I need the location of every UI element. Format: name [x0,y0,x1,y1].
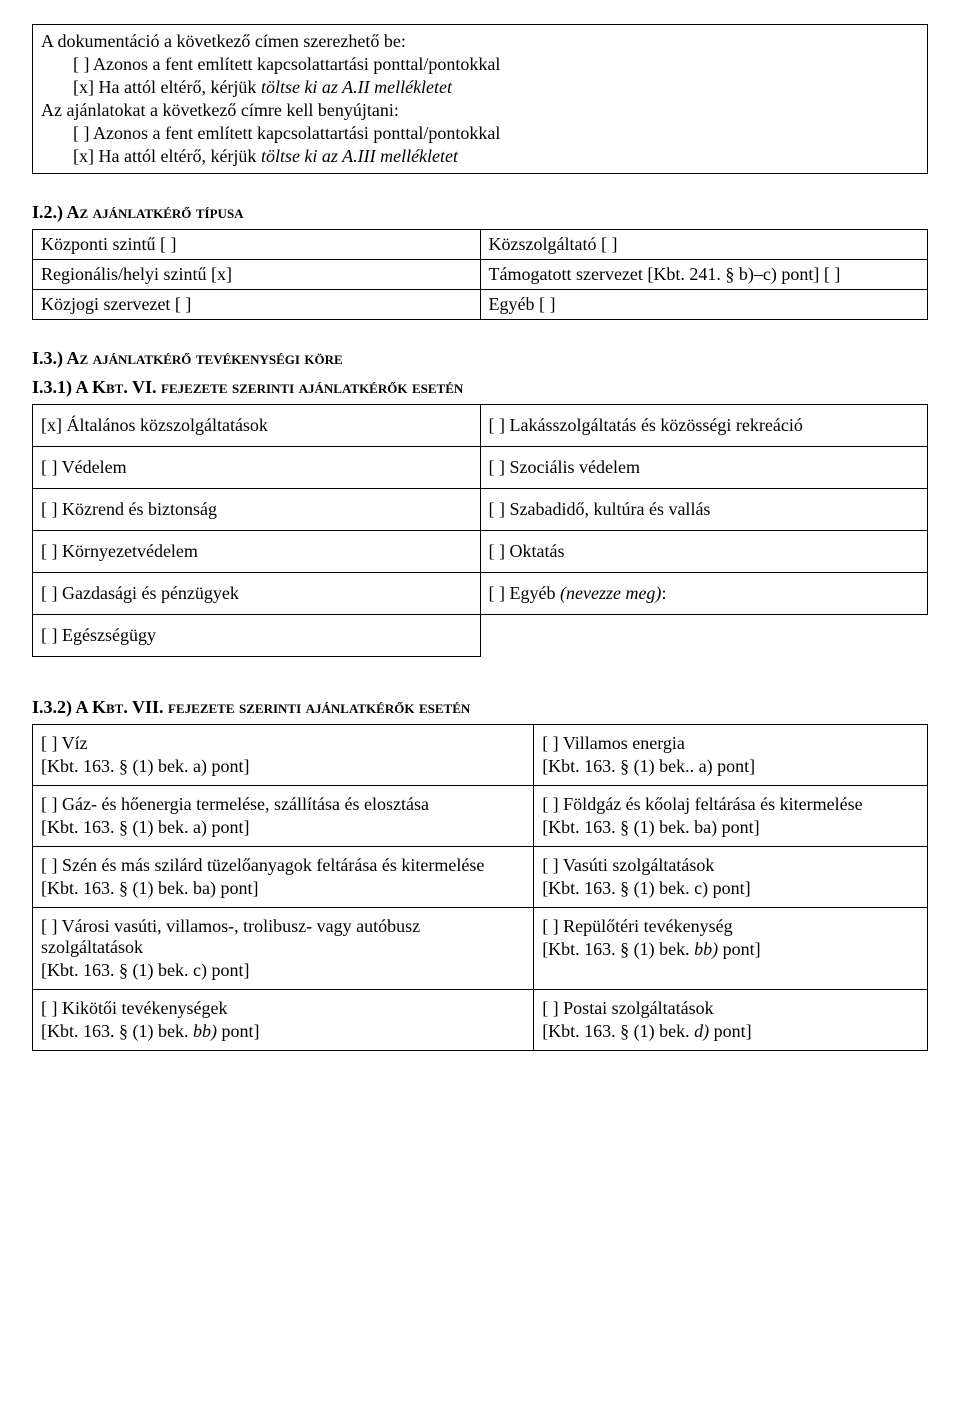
gaz-ref: [Kbt. 163. § (1) bek. a) pont] [41,817,525,838]
doc-opt4-prefix: [x] Ha attól eltérő, kérjük [73,146,261,166]
doc-line1: A dokumentáció a következő címen szerezh… [41,31,919,52]
cell-kozjogi: Közjogi szervezet [ ] [33,290,481,320]
cell-viz: [ ] Víz [Kbt. 163. § (1) bek. a) pont] [33,725,534,786]
repuloter-ref-prefix: [Kbt. 163. § (1) bek. [542,939,694,959]
table-row: [ ] Közrend és biztonság [ ] Szabadidő, … [33,489,928,531]
cell-foldgaz: [ ] Földgáz és kőolaj feltárása és kiter… [534,786,928,847]
cell-szabadido: [ ] Szabadidő, kultúra és vallás [480,489,928,531]
repuloter-ref: [Kbt. 163. § (1) bek. bb) pont] [542,939,919,960]
foldgaz-label: [ ] Földgáz és kőolaj feltárása és kiter… [542,794,919,815]
cell-repuloter: [ ] Repülőtéri tevékenység [Kbt. 163. § … [534,908,928,990]
doc-opt1: [ ] Azonos a fent említett kapcsolattart… [41,54,919,75]
table-row: [ ] Környezetvédelem [ ] Oktatás [33,531,928,573]
cell-egeszsegugy: [ ] Egészségügy [33,615,481,657]
documentation-address-box: A dokumentáció a következő címen szerezh… [32,24,928,174]
table-row: [ ] Gazdasági és pénzügyek [ ] Egyéb (ne… [33,573,928,615]
heading-i3: I.3.) Az ajánlatkérő tevékenységi köre [32,348,928,369]
varosi-ref: [Kbt. 163. § (1) bek. c) pont] [41,960,525,981]
cell-kikotoi: [ ] Kikötői tevékenységek [Kbt. 163. § (… [33,990,534,1051]
cell-egyeb-suffix: : [661,583,666,603]
cell-egyeb-prefix: [ ] Egyéb [489,583,560,603]
cell-egyeb-nevezze: [ ] Egyéb (nevezze meg): [480,573,928,615]
cell-tamogatott: Támogatott szervezet [Kbt. 241. § b)–c) … [480,260,928,290]
cell-egyeb: Egyéb [ ] [480,290,928,320]
cell-szen: [ ] Szén és más szilárd tüzelőanyagok fe… [33,847,534,908]
cell-kozponti: Központi szintű [ ] [33,230,481,260]
doc-opt2-italic: töltse ki az A.II mellékletet [261,77,452,97]
table-row: [ ] Egészségügy [33,615,928,657]
cell-postai: [ ] Postai szolgáltatások [Kbt. 163. § (… [534,990,928,1051]
table-row: [ ] Kikötői tevékenységek [Kbt. 163. § (… [33,990,928,1051]
table-row: [x] Általános közszolgáltatások [ ] Laká… [33,405,928,447]
doc-opt2-prefix: [x] Ha attól eltérő, kérjük [73,77,261,97]
contracting-authority-type-table: Központi szintű [ ] Közszolgáltató [ ] R… [32,229,928,320]
cell-kozszolgaltato: Közszolgáltató [ ] [480,230,928,260]
cell-gazdasagi: [ ] Gazdasági és pénzügyek [33,573,481,615]
gaz-label: [ ] Gáz- és hőenergia termelése, szállít… [41,794,525,815]
table-row: Közjogi szervezet [ ] Egyéb [ ] [33,290,928,320]
varosi-label: [ ] Városi vasúti, villamos-, trolibusz-… [41,916,525,958]
heading-i31: I.3.1) A Kbt. VI. fejezete szerinti aján… [32,377,928,398]
cell-szocialis: [ ] Szociális védelem [480,447,928,489]
cell-vedelem: [ ] Védelem [33,447,481,489]
doc-opt4: [x] Ha attól eltérő, kérjük töltse ki az… [41,146,919,167]
table-row: Központi szintű [ ] Közszolgáltató [ ] [33,230,928,260]
villamos-ref: [Kbt. 163. § (1) bek.. a) pont] [542,756,919,777]
cell-egyeb-italic: (nevezze meg) [560,583,661,603]
szen-ref: [Kbt. 163. § (1) bek. ba) pont] [41,878,525,899]
vasuti-label: [ ] Vasúti szolgáltatások [542,855,919,876]
activity-scope-table: [x] Általános közszolgáltatások [ ] Laká… [32,404,928,657]
cell-lakasszolg: [ ] Lakásszolgáltatás és közösségi rekre… [480,405,928,447]
doc-opt4-italic: töltse ki az A.III mellékletet [261,146,458,166]
szen-label: [ ] Szén és más szilárd tüzelőanyagok fe… [41,855,525,876]
table-row: [ ] Szén és más szilárd tüzelőanyagok fe… [33,847,928,908]
heading-i2: I.2.) Az ajánlatkérő típusa [32,202,928,223]
postai-ref: [Kbt. 163. § (1) bek. d) pont] [542,1021,919,1042]
table-row: [ ] Gáz- és hőenergia termelése, szállít… [33,786,928,847]
cell-altalanos: [x] Általános közszolgáltatások [33,405,481,447]
cell-regionalis: Regionális/helyi szintű [x] [33,260,481,290]
repuloter-ref-suffix: pont] [718,939,761,959]
viz-ref: [Kbt. 163. § (1) bek. a) pont] [41,756,525,777]
kikotoi-label: [ ] Kikötői tevékenységek [41,998,525,1019]
cell-kornyezet: [ ] Környezetvédelem [33,531,481,573]
foldgaz-ref: [Kbt. 163. § (1) bek. ba) pont] [542,817,919,838]
heading-i32: I.3.2) A Kbt. VII. fejezete szerinti ajá… [32,697,928,718]
cell-empty [480,615,928,657]
cell-oktatas: [ ] Oktatás [480,531,928,573]
cell-gaz: [ ] Gáz- és hőenergia termelése, szállít… [33,786,534,847]
vasuti-ref: [Kbt. 163. § (1) bek. c) pont] [542,878,919,899]
viz-label: [ ] Víz [41,733,525,754]
table-row: [ ] Városi vasúti, villamos-, trolibusz-… [33,908,928,990]
repuloter-label: [ ] Repülőtéri tevékenység [542,916,919,937]
cell-varosi-vasuti: [ ] Városi vasúti, villamos-, trolibusz-… [33,908,534,990]
cell-kozrend: [ ] Közrend és biztonság [33,489,481,531]
table-row: [ ] Védelem [ ] Szociális védelem [33,447,928,489]
cell-villamos: [ ] Villamos energia [Kbt. 163. § (1) be… [534,725,928,786]
table-row: [ ] Víz [Kbt. 163. § (1) bek. a) pont] [… [33,725,928,786]
repuloter-ref-italic: bb) [694,939,718,959]
kikotoi-ref-italic: bb) [193,1021,217,1041]
postai-label: [ ] Postai szolgáltatások [542,998,919,1019]
kbt-vii-table: [ ] Víz [Kbt. 163. § (1) bek. a) pont] [… [32,724,928,1051]
doc-opt2: [x] Ha attól eltérő, kérjük töltse ki az… [41,77,919,98]
kikotoi-ref-prefix: [Kbt. 163. § (1) bek. [41,1021,193,1041]
postai-ref-prefix: [Kbt. 163. § (1) bek. [542,1021,694,1041]
cell-vasuti: [ ] Vasúti szolgáltatások [Kbt. 163. § (… [534,847,928,908]
table-row: Regionális/helyi szintű [x] Támogatott s… [33,260,928,290]
postai-ref-suffix: pont] [709,1021,752,1041]
kikotoi-ref: [Kbt. 163. § (1) bek. bb) pont] [41,1021,525,1042]
postai-ref-italic: d) [694,1021,709,1041]
doc-line2: Az ajánlatokat a következő címre kell be… [41,100,919,121]
doc-opt3: [ ] Azonos a fent említett kapcsolattart… [41,123,919,144]
kikotoi-ref-suffix: pont] [217,1021,260,1041]
villamos-label: [ ] Villamos energia [542,733,919,754]
